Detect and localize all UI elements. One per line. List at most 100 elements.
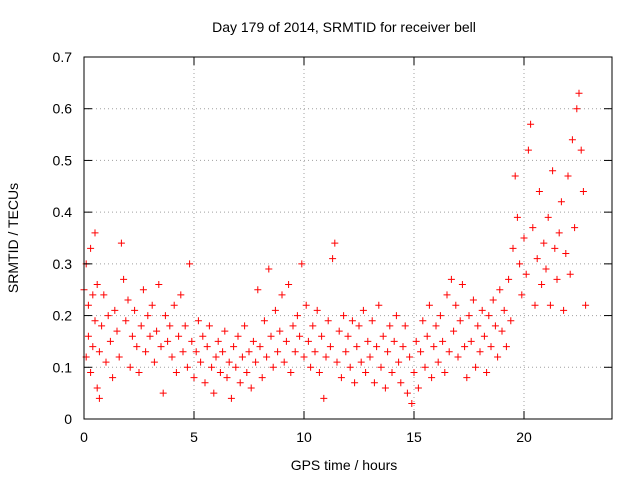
- data-point: [223, 374, 231, 382]
- data-point: [428, 374, 436, 382]
- data-point: [177, 291, 185, 299]
- axis-ticks: 0 0.1 0.2 0.3 0.4 0.5 0.6 0.7 0 5 10 15 20: [53, 49, 612, 445]
- data-point: [170, 301, 178, 309]
- data-point: [199, 332, 207, 340]
- data-point: [329, 255, 337, 263]
- gridlines: [84, 57, 612, 419]
- data-point: [137, 322, 145, 330]
- data-point: [307, 363, 315, 371]
- data-point: [562, 250, 570, 258]
- data-point: [384, 348, 392, 356]
- data-point: [463, 374, 471, 382]
- data-point: [238, 353, 246, 361]
- x-tick-label: 0: [80, 429, 88, 445]
- data-point: [403, 389, 411, 397]
- data-point: [124, 296, 132, 304]
- data-point: [529, 224, 537, 232]
- data-point: [208, 363, 216, 371]
- data-point: [370, 379, 378, 387]
- data-point: [480, 332, 488, 340]
- data-point: [487, 343, 495, 351]
- data-point: [379, 332, 387, 340]
- data-point: [392, 312, 400, 320]
- data-point: [465, 312, 473, 320]
- data-series-srmtid: [80, 89, 590, 407]
- data-point: [355, 322, 363, 330]
- data-point: [236, 379, 244, 387]
- data-point: [443, 291, 451, 299]
- data-point: [544, 213, 552, 221]
- data-point: [425, 301, 433, 309]
- data-point: [474, 322, 482, 330]
- data-point: [254, 286, 262, 294]
- data-point: [148, 301, 156, 309]
- data-point: [269, 363, 277, 371]
- data-point: [436, 312, 444, 320]
- data-point: [412, 337, 420, 345]
- data-point: [421, 363, 429, 371]
- data-point: [216, 368, 224, 376]
- data-point: [282, 337, 290, 345]
- x-tick-label: 10: [296, 429, 312, 445]
- data-point: [461, 343, 469, 351]
- data-point: [168, 353, 176, 361]
- data-point: [432, 322, 440, 330]
- data-point: [447, 275, 455, 283]
- data-point: [260, 317, 268, 325]
- data-point: [423, 332, 431, 340]
- data-point: [102, 358, 110, 366]
- data-point: [111, 306, 119, 314]
- data-point: [186, 260, 194, 268]
- data-point: [579, 187, 587, 195]
- data-point: [318, 332, 326, 340]
- data-point: [212, 353, 220, 361]
- data-point: [225, 358, 233, 366]
- data-point: [410, 368, 418, 376]
- data-point: [546, 301, 554, 309]
- data-point: [551, 244, 559, 252]
- data-point: [104, 312, 112, 320]
- data-point: [247, 384, 255, 392]
- data-point: [351, 379, 359, 387]
- data-point: [399, 343, 407, 351]
- data-point: [126, 363, 134, 371]
- data-point: [520, 234, 528, 242]
- data-point: [346, 363, 354, 371]
- data-point: [485, 312, 493, 320]
- data-point: [507, 317, 515, 325]
- data-point: [84, 301, 92, 309]
- data-point: [106, 337, 114, 345]
- data-point: [575, 89, 583, 97]
- data-point: [100, 291, 108, 299]
- data-point: [241, 322, 249, 330]
- data-point: [348, 317, 356, 325]
- data-point: [164, 337, 172, 345]
- data-point: [278, 291, 286, 299]
- data-point: [285, 281, 293, 289]
- data-point: [234, 332, 242, 340]
- data-point: [417, 348, 425, 356]
- data-point: [87, 368, 95, 376]
- data-point: [256, 343, 264, 351]
- data-point: [527, 120, 535, 128]
- data-point: [159, 389, 167, 397]
- data-point: [109, 374, 117, 382]
- data-point: [133, 343, 141, 351]
- data-point: [98, 322, 106, 330]
- data-point: [313, 306, 321, 314]
- data-point: [93, 384, 101, 392]
- y-tick-label: 0.7: [53, 49, 73, 65]
- data-point: [373, 343, 381, 351]
- data-point: [524, 146, 532, 154]
- data-point: [252, 358, 260, 366]
- data-point: [280, 358, 288, 366]
- data-point: [326, 343, 334, 351]
- data-point: [518, 291, 526, 299]
- data-point: [494, 353, 502, 361]
- data-point: [84, 332, 92, 340]
- data-point: [458, 281, 466, 289]
- data-point: [566, 270, 574, 278]
- data-point: [511, 172, 519, 180]
- data-point: [219, 348, 227, 356]
- data-point: [315, 368, 323, 376]
